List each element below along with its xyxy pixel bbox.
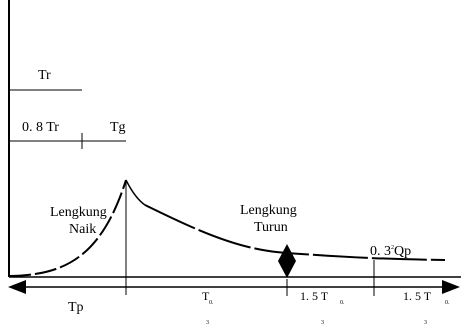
rising-limb: [8, 179, 127, 277]
rising-label-line2: Naik: [69, 222, 96, 237]
seg1-subscript: 0.: [209, 300, 214, 306]
right-arrow-head-icon: [442, 280, 460, 294]
rising-label-line1: Lengkung: [50, 205, 107, 220]
seg3-label: 1. 5 T: [403, 289, 432, 303]
falling-label-line1: Lengkung: [240, 203, 297, 218]
seg3-subscript: 0.: [445, 300, 450, 306]
qp-fraction-label: 0. 32Qp: [370, 244, 411, 259]
falling-label-line2: Turun: [254, 220, 288, 235]
left-arrow-head-icon: [8, 280, 26, 294]
tp-label: Tp: [68, 300, 84, 315]
tr08-label: 0. 8 Tr: [22, 120, 59, 135]
diamond-marker: [278, 244, 296, 278]
seg1-label: T: [202, 289, 210, 303]
tg-label: Tg: [110, 120, 126, 135]
falling-limb-initial: [125, 179, 146, 206]
seg3-subscript-3: 3: [424, 320, 427, 325]
seg2-label: 1. 5 T: [300, 289, 329, 303]
tr-label: Tr: [38, 68, 51, 83]
seg1-subscript-3: 3: [206, 320, 209, 325]
seg2-subscript: 0.: [340, 300, 345, 306]
seg2-subscript-3: 3: [321, 320, 324, 325]
